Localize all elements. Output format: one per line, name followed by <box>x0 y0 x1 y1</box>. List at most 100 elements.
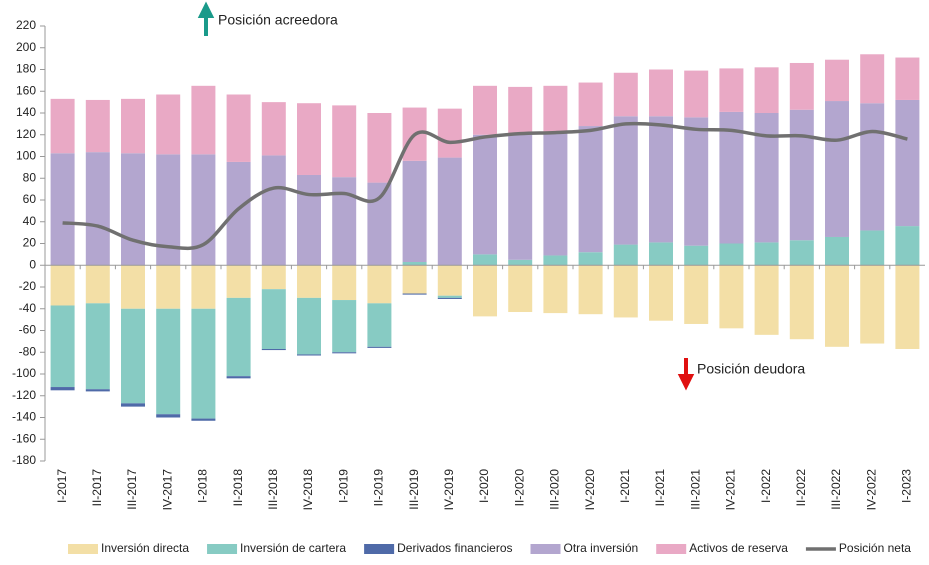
x-tick-label: I-2018 <box>196 469 210 503</box>
bar <box>50 265 75 306</box>
annotation: Posición deudora <box>697 361 805 377</box>
bar <box>367 265 392 304</box>
bar <box>754 242 779 266</box>
bar <box>297 265 321 298</box>
bar <box>402 293 427 295</box>
bar <box>719 111 744 244</box>
bar <box>226 265 251 298</box>
bar <box>367 303 392 347</box>
bar <box>297 174 321 266</box>
bar <box>543 265 568 314</box>
bar <box>473 85 497 135</box>
x-tick-label: I-2017 <box>55 469 69 503</box>
bar <box>191 85 216 155</box>
bar <box>684 70 709 118</box>
legend-label: Otra inversión <box>564 541 639 555</box>
bar <box>437 108 462 158</box>
bar <box>156 414 181 418</box>
bar <box>226 297 251 377</box>
x-tick-label: III-2019 <box>407 469 421 510</box>
legend-item: Derivados financieros <box>364 541 513 555</box>
bar <box>367 113 392 183</box>
bar <box>261 155 286 266</box>
bar <box>50 153 75 266</box>
bar <box>789 265 814 340</box>
bar <box>121 98 145 154</box>
bar <box>789 62 814 110</box>
bar <box>402 261 427 266</box>
bar <box>719 243 744 266</box>
legend-swatch <box>530 544 561 554</box>
x-tick-label: II-2019 <box>372 469 386 507</box>
bar <box>895 57 920 100</box>
bar <box>543 85 568 133</box>
bar <box>895 99 920 227</box>
x-tick-label: I-2021 <box>618 469 632 503</box>
x-tick-label: I-2023 <box>900 469 914 503</box>
bar <box>437 265 462 296</box>
legend-swatch <box>364 544 395 554</box>
up-arrow <box>197 1 215 36</box>
bar <box>508 86 533 135</box>
legend-item: Posición neta <box>805 541 911 555</box>
bar <box>332 300 357 353</box>
bar <box>191 265 216 309</box>
legend-item: Inversión directa <box>68 541 189 555</box>
x-tick-label: II-2020 <box>512 469 526 507</box>
legend-label: Derivados financieros <box>397 541 512 555</box>
y-tick-label: 0 <box>29 257 36 271</box>
bar <box>191 418 216 421</box>
bar <box>754 113 779 243</box>
bar <box>895 226 920 266</box>
bar <box>613 265 638 318</box>
y-tick-label: 80 <box>23 170 37 184</box>
bar <box>156 308 181 415</box>
bar <box>156 94 181 155</box>
y-tick-label: 140 <box>16 105 36 119</box>
bar <box>332 105 357 178</box>
x-tick-label: IV-2020 <box>583 469 597 511</box>
legend-label: Inversión de cartera <box>240 541 346 555</box>
bar <box>156 265 181 309</box>
legend-label: Activos de reserva <box>689 541 788 555</box>
bar <box>578 126 603 253</box>
y-tick-label: 220 <box>16 18 36 32</box>
bar <box>297 103 321 175</box>
bar <box>543 132 568 256</box>
bar <box>226 376 251 379</box>
bar <box>297 354 321 356</box>
bar <box>543 255 568 266</box>
y-tick-label: -180 <box>12 453 36 467</box>
bar <box>121 308 145 404</box>
x-tick-label: I-2019 <box>336 469 350 503</box>
bar <box>684 245 709 266</box>
legend-swatch <box>656 544 687 554</box>
x-tick-label: I-2020 <box>477 469 491 503</box>
legend-label: Posición neta <box>839 541 911 555</box>
bar <box>402 160 427 262</box>
bar <box>85 265 110 304</box>
legend-item: Otra inversión <box>530 541 639 555</box>
bar <box>719 68 744 112</box>
bar <box>789 109 814 241</box>
bar <box>332 352 357 354</box>
bar <box>85 152 110 266</box>
x-tick-label: IV-2019 <box>442 469 456 511</box>
x-tick-label: II-2018 <box>231 469 245 507</box>
bar <box>649 69 673 117</box>
bar <box>50 305 75 388</box>
x-tick-label: IV-2018 <box>301 469 315 511</box>
bar <box>121 265 145 309</box>
legend-swatch <box>68 544 98 554</box>
bar <box>860 265 885 344</box>
bar <box>437 157 462 266</box>
bar <box>508 265 533 313</box>
bar <box>261 289 286 349</box>
bar <box>825 59 849 102</box>
bar <box>85 303 110 390</box>
annotation: Posición acreedora <box>218 12 338 28</box>
y-tick-label: -160 <box>12 431 36 445</box>
bar <box>754 67 779 113</box>
bar <box>825 265 849 347</box>
bar <box>860 230 885 266</box>
